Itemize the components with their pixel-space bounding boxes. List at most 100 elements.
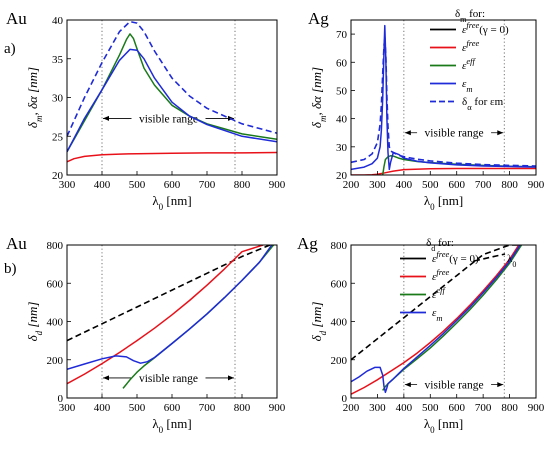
y-tick-label: 200 <box>331 355 348 367</box>
x-tick-label: 600 <box>164 402 181 414</box>
y-tick-label: 20 <box>52 170 64 182</box>
series-m <box>351 245 521 394</box>
series-group <box>67 20 277 163</box>
y-tick-label: 30 <box>336 142 348 154</box>
x-tick-label: 300 <box>59 402 76 414</box>
arrow-head-right <box>228 375 234 381</box>
x-tick-label: 400 <box>396 179 413 191</box>
series-alpha <box>67 20 277 137</box>
chart-panel-top-right: visible range 200 300 400 500 600 700 800 900 20 3… <box>308 9 545 212</box>
series-eff <box>122 245 275 389</box>
panel-label-a: a) <box>4 41 16 57</box>
y-tick-label: 20 <box>336 170 348 182</box>
x-axis-label: λ0 [nm] <box>152 193 191 212</box>
visible-range-label: visible range <box>139 113 198 125</box>
y-tick-label: 200 <box>47 355 64 367</box>
arrow-head-left <box>103 375 109 381</box>
annotation-bg <box>417 124 492 140</box>
metal-label: Au <box>6 9 27 28</box>
y-axis-label: δm, δα [nm] <box>25 67 44 128</box>
x-tick-label: 900 <box>528 179 545 191</box>
arrow-head-left <box>404 130 411 136</box>
annotation-bg <box>131 369 206 385</box>
y-tick-label: 30 <box>52 93 64 105</box>
x-tick-label: 500 <box>129 402 146 414</box>
y-tick-label: 70 <box>336 29 348 41</box>
y-tick-label: 400 <box>47 317 64 329</box>
series-free <box>67 151 277 163</box>
x-tick-label: 300 <box>369 179 386 191</box>
legend-lambda-label: λ0 <box>507 253 516 269</box>
y-tick-label: 400 <box>331 317 348 329</box>
x-tick-label: 600 <box>164 179 181 191</box>
x-tick-label: 300 <box>369 402 386 414</box>
visible-range-label: visible range <box>425 380 484 392</box>
arrow-head-left <box>103 115 109 121</box>
y-axis-label: δd [nm] <box>25 302 44 342</box>
x-tick-label: 800 <box>234 179 251 191</box>
x-tick-label: 700 <box>475 402 492 414</box>
x-tick-label: 600 <box>448 402 465 414</box>
y-tick-label: 25 <box>52 131 64 143</box>
x-axis-label: λ0 [nm] <box>152 416 191 435</box>
x-tick-label: 200 <box>343 179 360 191</box>
metal-label: Ag <box>308 9 329 28</box>
y-tick-label: 800 <box>47 240 64 252</box>
legend-entry: δα for εm <box>462 96 504 112</box>
annotation-bg <box>417 376 492 392</box>
legend-entry: εfree(γ = 0) <box>432 249 479 265</box>
x-tick-label: 400 <box>94 179 111 191</box>
series-group <box>67 245 275 389</box>
legend-entry: εeff <box>432 285 446 301</box>
x-tick-label: 400 <box>396 402 413 414</box>
x-tick-label: 500 <box>422 402 439 414</box>
legend-entry: εfree(γ = 0) <box>462 20 509 36</box>
legend-entry: εeff <box>462 56 476 72</box>
x-tick-label: 400 <box>94 402 111 414</box>
y-tick-label: 35 <box>52 54 64 66</box>
x-tick-label: 600 <box>448 179 465 191</box>
visible-range-label: visible range <box>139 373 198 385</box>
y-tick-label: 50 <box>336 85 348 97</box>
x-tick-label: 700 <box>475 179 492 191</box>
y-tick-label: 40 <box>52 15 64 27</box>
arrow-head-right <box>497 130 504 136</box>
series-m <box>67 245 273 371</box>
metal-label: Au <box>6 234 27 253</box>
x-tick-label: 900 <box>269 179 286 191</box>
metal-label: Ag <box>297 234 318 253</box>
x-axis-label: λ0 [nm] <box>424 193 463 212</box>
series-group <box>351 245 523 395</box>
legend-title: δm for: <box>455 8 485 24</box>
x-tick-label: 900 <box>528 402 545 414</box>
visible-range-label: visible range <box>425 128 484 140</box>
x-tick-label: 800 <box>501 179 518 191</box>
x-tick-label: 500 <box>129 179 146 191</box>
x-tick-label: 800 <box>234 402 251 414</box>
plot-area: visible range 300 400 500 600 700 800 900 20 25 30… <box>6 8 545 435</box>
series-eff <box>67 33 277 153</box>
chart-panel-bottom-left: visible range 300 400 500 600 700 800 900 0 200 40… <box>6 234 286 435</box>
x-tick-label: 200 <box>343 402 360 414</box>
series-free <box>67 245 264 385</box>
legend-entry: εfree <box>432 267 449 283</box>
series-free <box>351 167 536 175</box>
x-tick-label: 800 <box>501 402 518 414</box>
y-axis-label: δd [nm] <box>309 302 328 342</box>
series-m <box>67 48 277 153</box>
y-tick-label: 60 <box>336 57 348 69</box>
legend-entry: εm <box>462 78 472 94</box>
y-axis-label: δm, δα [nm] <box>309 67 328 128</box>
legend-top: δm for:εfree(γ = 0) εfree εeff εm δα for εm <box>430 8 509 112</box>
plot-frame <box>350 19 537 176</box>
legend-entry: εfree <box>462 38 479 54</box>
arrow-head-right <box>497 382 504 388</box>
x-axis-label: λ0 [nm] <box>424 416 463 435</box>
panel-label-b: b) <box>4 261 17 277</box>
y-tick-label: 600 <box>47 278 64 290</box>
y-tick-label: 40 <box>336 114 348 126</box>
series-free_gamma0 <box>67 245 271 342</box>
y-tick-label: 800 <box>331 240 348 252</box>
x-tick-label: 500 <box>422 179 439 191</box>
